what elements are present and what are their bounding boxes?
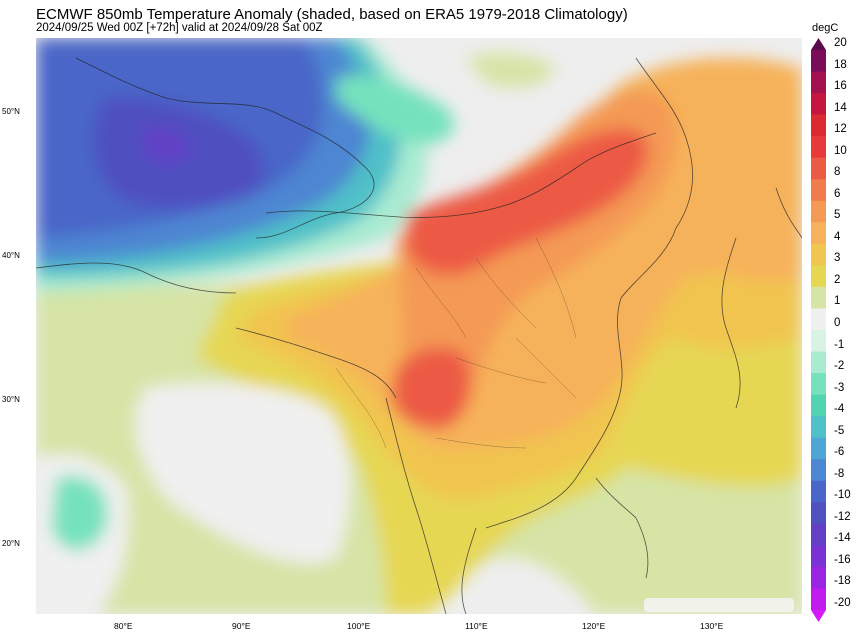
lat-label-40: 40°N <box>2 251 20 260</box>
map-subtitle: 2024/09/25 Wed 00Z [+72h] valid at 2024/… <box>36 22 323 34</box>
colorbar-segment <box>811 373 826 396</box>
colorbar-label: -1 <box>834 338 845 351</box>
colorbar-label: -5 <box>834 424 845 437</box>
colorbar-label: -12 <box>834 510 851 523</box>
colorbar-segment <box>811 480 826 503</box>
colorbar-segment <box>811 394 826 417</box>
lat-label-30: 30°N <box>2 395 20 404</box>
lon-label-90: 90°E <box>232 621 251 631</box>
colorbar-segment <box>811 114 826 137</box>
anomaly-map <box>36 38 802 614</box>
colorbar-label: 5 <box>834 209 841 222</box>
colorbar-label: 8 <box>834 166 841 179</box>
colorbar-segment <box>811 265 826 288</box>
colorbar-segment <box>811 416 826 439</box>
colorbar-label: 1 <box>834 295 841 308</box>
colorbar-segment <box>811 523 826 546</box>
colorbar-segment <box>811 93 826 116</box>
colorbar <box>811 50 826 610</box>
colorbar-segment <box>811 566 826 589</box>
colorbar-label: -3 <box>834 381 845 394</box>
colorbar-segment <box>811 437 826 460</box>
colorbar-label: 3 <box>834 252 841 265</box>
colorbar-segment <box>811 50 826 73</box>
colorbar-segment <box>811 545 826 568</box>
anomaly-shading <box>36 38 802 614</box>
colorbar-label: -2 <box>834 360 845 373</box>
colorbar-label: 20 <box>834 37 847 49</box>
colorbar-label: -4 <box>834 403 845 416</box>
colorbar-label: -18 <box>834 575 851 588</box>
lon-label-110: 110°E <box>465 621 488 631</box>
colorbar-segment <box>811 330 826 353</box>
colorbar-segment <box>811 308 826 331</box>
lon-label-80: 80°E <box>114 621 133 631</box>
colorbar-label: -10 <box>834 489 851 502</box>
colorbar-label: 6 <box>834 187 841 200</box>
colorbar-label: 4 <box>834 230 841 243</box>
colorbar-segment <box>811 459 826 482</box>
colorbar-segment <box>811 351 826 374</box>
colorbar-label: -20 <box>834 597 851 609</box>
province-lines <box>335 237 577 449</box>
lon-label-120: 120°E <box>582 621 606 631</box>
lon-label-130: 130°E <box>700 621 724 631</box>
colorbar-label: -8 <box>834 467 845 480</box>
borders <box>36 57 802 614</box>
colorbar-label: -14 <box>834 532 851 545</box>
colorbar-segment <box>811 200 826 223</box>
colorbar-label: 18 <box>834 58 847 71</box>
colorbar-label: 0 <box>834 317 841 329</box>
colorbar-label: 2 <box>834 273 841 286</box>
triangle-down-icon <box>811 610 826 622</box>
lat-label-20: 20°N <box>2 539 20 548</box>
colorbar-label: 16 <box>834 80 847 93</box>
map-title: ECMWF 850mb Temperature Anomaly (shaded,… <box>36 6 628 23</box>
colorbar-segment <box>811 222 826 245</box>
colorbar-label: 12 <box>834 123 847 136</box>
colorbar-segment <box>811 243 826 266</box>
watermark-icon <box>644 598 794 612</box>
colorbar-segment <box>811 179 826 202</box>
colorbar-label: -6 <box>834 446 845 459</box>
triangle-up-icon <box>811 38 826 50</box>
colorbar-label: 10 <box>834 144 847 157</box>
colorbar-segment <box>811 71 826 94</box>
colorbar-segment <box>811 136 826 159</box>
lat-label-50: 50°N <box>2 107 20 116</box>
colorbar-segment <box>811 502 826 525</box>
colorbar-unit: degC <box>812 22 839 34</box>
colorbar-segment <box>811 286 826 309</box>
lon-label-100: 100°E <box>347 621 371 631</box>
colorbar-label: 14 <box>834 101 847 114</box>
colorbar-segment <box>811 157 826 180</box>
colorbar-label: -16 <box>834 553 851 566</box>
colorbar-segment <box>811 588 826 610</box>
